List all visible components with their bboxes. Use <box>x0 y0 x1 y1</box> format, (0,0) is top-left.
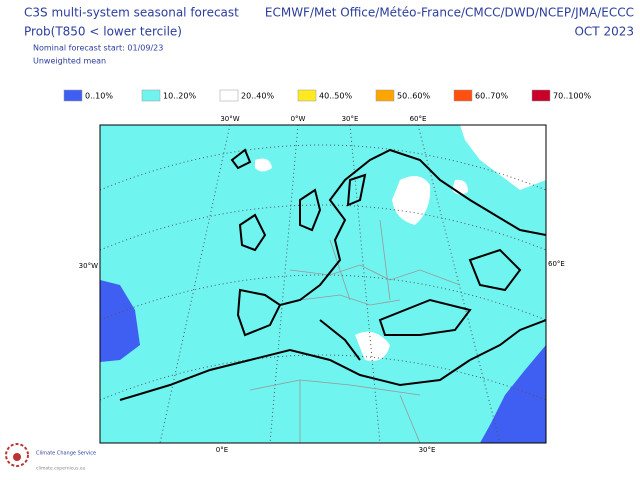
legend: 0..10% 10..20% 20..40% 40..50% 50..60% 60..70… <box>63 89 592 102</box>
legend-label: 50..60% <box>397 92 430 101</box>
legend-label: 10..20% <box>163 92 196 101</box>
title: C3S multi-system seasonal forecast <box>24 6 239 20</box>
providers: ECMWF/Met Office/Météo-France/CMCC/DWD/N… <box>265 6 634 20</box>
subtitle: Prob(T850 < lower tercile) <box>24 25 182 39</box>
start-date: Nominal forecast start: 01/09/23 <box>33 44 163 53</box>
legend-swatch <box>297 89 317 102</box>
graticule-label: 0°W <box>291 115 306 123</box>
graticule-label: 30°E <box>342 115 359 123</box>
legend-label: 60..70% <box>475 92 508 101</box>
legend-label: 70..100% <box>553 92 592 101</box>
logo-url: climate.copernicus.eu <box>36 466 86 472</box>
graticule-label: 30°W <box>220 115 239 123</box>
legend-swatch <box>63 89 83 102</box>
map: 30°W 0°W 30°E 60°E 30°W 60°E 0°E 30°E <box>79 115 565 454</box>
graticule-label: 0°E <box>216 446 228 454</box>
legend-label: 20..40% <box>241 92 274 101</box>
graticule-label: 30°W <box>79 262 98 270</box>
legend-label: 40..50% <box>319 92 352 101</box>
legend-swatch <box>531 89 551 102</box>
graticule-label: 60°E <box>410 115 427 123</box>
graticule-label: 60°E <box>548 260 565 268</box>
legend-swatch <box>453 89 473 102</box>
period: OCT 2023 <box>574 25 634 39</box>
legend-swatch <box>375 89 395 102</box>
logo-name: Climate Change Service <box>36 451 96 457</box>
legend-swatch <box>219 89 239 102</box>
logo: Climate Change Service climate.copernicu… <box>5 443 96 472</box>
legend-swatch <box>141 89 161 102</box>
graticule-label: 30°E <box>419 446 436 454</box>
method: Unweighted mean <box>33 57 106 66</box>
legend-label: 0..10% <box>85 92 113 101</box>
